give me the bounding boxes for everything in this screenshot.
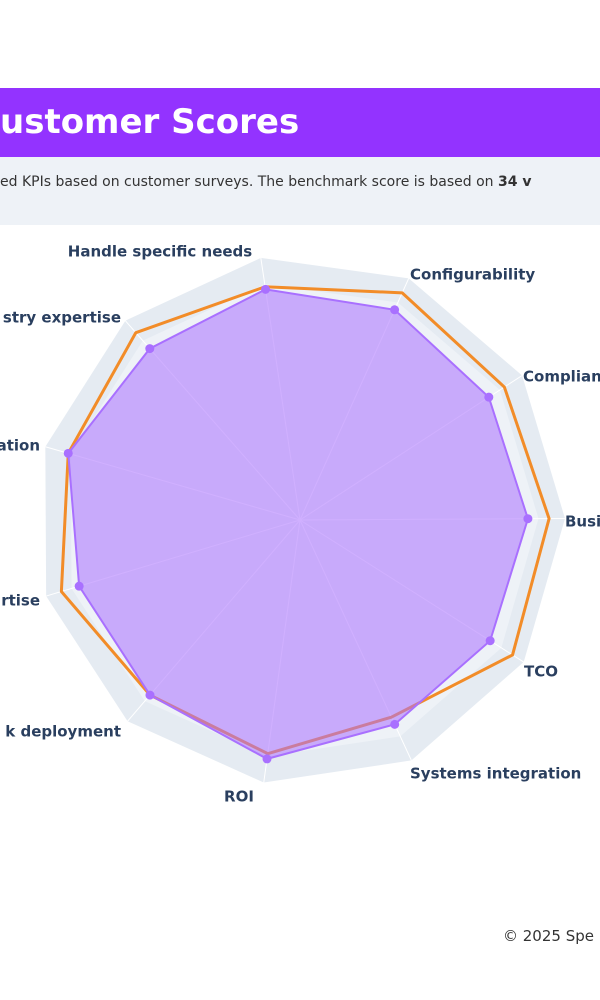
customer-point	[262, 754, 272, 764]
customer-point	[261, 284, 271, 294]
customer-point	[485, 636, 495, 646]
axis-label: ROI	[224, 788, 254, 806]
subtitle: ed KPIs based on customer surveys. The b…	[0, 174, 531, 190]
axis-label: Busi	[565, 513, 600, 531]
footer: © 2025 Spe	[503, 927, 594, 945]
axis-label: ation	[0, 437, 40, 455]
customer-point	[74, 581, 84, 591]
axis-label: Systems integration	[410, 765, 581, 783]
customer-point	[484, 392, 494, 402]
axis-label: k deployment	[5, 723, 121, 741]
subtitle-text: ed KPIs based on customer surveys. The b…	[0, 174, 498, 190]
customer-point	[145, 690, 155, 700]
title: ustomer Scores	[0, 102, 300, 142]
customer-point	[523, 514, 533, 524]
customer-point	[145, 344, 155, 354]
axis-label: Complian	[523, 368, 600, 386]
subtitle-band	[0, 157, 600, 225]
axis-label: TCO	[524, 663, 558, 681]
customer-area	[67, 288, 529, 760]
axis-label: Handle specific needs	[68, 243, 252, 261]
customer-point	[63, 448, 73, 458]
axis-label: Configurability	[410, 266, 535, 284]
customer-point	[390, 305, 400, 315]
customer-point	[390, 719, 400, 729]
axis-label: stry expertise	[3, 309, 121, 327]
subtitle-bold: 34 v	[497, 174, 532, 190]
header-band	[0, 88, 600, 157]
axis-label: rtise	[1, 592, 40, 610]
